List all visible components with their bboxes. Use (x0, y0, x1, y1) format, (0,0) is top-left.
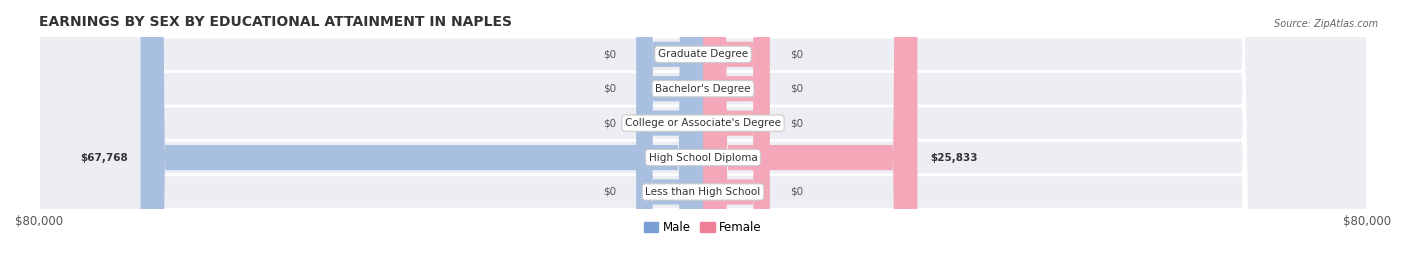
Text: $0: $0 (790, 49, 803, 59)
FancyBboxPatch shape (703, 0, 769, 269)
Text: Source: ZipAtlas.com: Source: ZipAtlas.com (1274, 19, 1378, 29)
Bar (39, 72, 1367, 106)
FancyBboxPatch shape (637, 0, 703, 269)
Text: $25,833: $25,833 (929, 153, 977, 162)
Text: EARNINGS BY SEX BY EDUCATIONAL ATTAINMENT IN NAPLES: EARNINGS BY SEX BY EDUCATIONAL ATTAINMEN… (39, 15, 512, 29)
FancyBboxPatch shape (703, 0, 769, 269)
FancyBboxPatch shape (141, 0, 703, 269)
Bar (39, 37, 1367, 72)
Text: $0: $0 (790, 84, 803, 94)
FancyBboxPatch shape (637, 0, 703, 269)
Text: $0: $0 (603, 49, 616, 59)
Text: $0: $0 (790, 187, 803, 197)
Text: $67,768: $67,768 (80, 153, 128, 162)
FancyBboxPatch shape (637, 0, 703, 269)
FancyBboxPatch shape (703, 0, 917, 269)
Text: Less than High School: Less than High School (645, 187, 761, 197)
FancyBboxPatch shape (637, 0, 703, 269)
Bar (39, 175, 1367, 209)
Legend: Male, Female: Male, Female (644, 221, 762, 234)
Bar (39, 106, 1367, 140)
FancyBboxPatch shape (39, 0, 1367, 269)
Text: Bachelor's Degree: Bachelor's Degree (655, 84, 751, 94)
Text: $0: $0 (603, 118, 616, 128)
Text: $0: $0 (603, 84, 616, 94)
FancyBboxPatch shape (39, 0, 1367, 269)
Text: $0: $0 (790, 118, 803, 128)
Text: $0: $0 (603, 187, 616, 197)
FancyBboxPatch shape (39, 0, 1367, 269)
FancyBboxPatch shape (39, 0, 1367, 269)
Text: College or Associate's Degree: College or Associate's Degree (626, 118, 780, 128)
FancyBboxPatch shape (703, 0, 769, 269)
Bar (39, 140, 1367, 175)
FancyBboxPatch shape (703, 0, 769, 269)
Text: Graduate Degree: Graduate Degree (658, 49, 748, 59)
Text: High School Diploma: High School Diploma (648, 153, 758, 162)
FancyBboxPatch shape (39, 0, 1367, 269)
